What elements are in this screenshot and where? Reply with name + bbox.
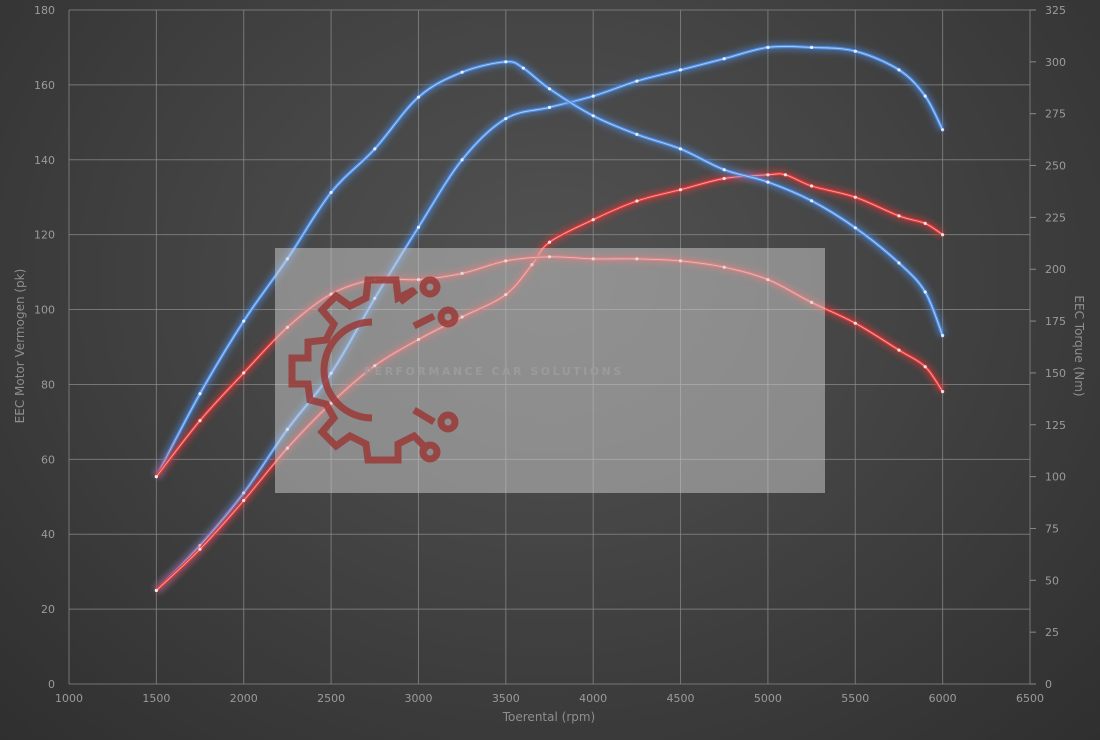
data-point bbox=[198, 547, 202, 551]
y-left-tick-label: 160 bbox=[34, 79, 55, 92]
y-right-tick-label: 175 bbox=[1045, 315, 1066, 328]
data-point bbox=[154, 588, 158, 593]
data-point bbox=[504, 60, 508, 64]
data-point bbox=[923, 221, 927, 225]
x-tick-label: 6500 bbox=[1016, 692, 1044, 705]
y-axis-right-title: EEC Torque (Nm) bbox=[1072, 295, 1086, 396]
data-point bbox=[722, 176, 726, 181]
y-right-tick-label: 225 bbox=[1045, 211, 1066, 224]
data-point bbox=[923, 290, 927, 294]
x-tick-label: 3500 bbox=[492, 692, 520, 705]
data-point bbox=[373, 147, 377, 151]
data-point bbox=[242, 371, 246, 375]
data-point bbox=[591, 114, 595, 118]
data-point bbox=[941, 334, 945, 338]
watermark-text: PERFORMANCE CAR SOLUTIONS bbox=[364, 365, 624, 378]
x-tick-label: 4500 bbox=[667, 692, 695, 705]
data-point bbox=[923, 94, 927, 98]
y-left-tick-label: 20 bbox=[41, 603, 55, 616]
gear-logo-icon bbox=[288, 276, 459, 464]
data-point bbox=[810, 45, 814, 50]
data-point bbox=[547, 105, 552, 109]
data-point bbox=[766, 180, 770, 184]
x-tick-label: 4000 bbox=[579, 692, 607, 705]
y-right-tick-label: 75 bbox=[1045, 522, 1059, 535]
data-point bbox=[897, 348, 901, 352]
x-tick-label: 2500 bbox=[317, 692, 345, 705]
data-point bbox=[853, 226, 857, 230]
x-tick-label: 2000 bbox=[230, 692, 258, 705]
y-right-tick-label: 50 bbox=[1045, 574, 1059, 587]
data-point bbox=[416, 95, 421, 99]
data-point bbox=[783, 173, 788, 177]
y-left-tick-label: 180 bbox=[34, 4, 55, 17]
data-point bbox=[416, 225, 421, 229]
data-point bbox=[547, 240, 552, 244]
data-point bbox=[547, 87, 552, 91]
y-left-tick-label: 100 bbox=[34, 304, 55, 317]
data-point bbox=[722, 57, 726, 61]
data-point bbox=[198, 419, 202, 423]
y-left-tick-label: 40 bbox=[41, 528, 55, 541]
y-right-tick-label: 300 bbox=[1045, 56, 1066, 69]
data-point bbox=[766, 173, 770, 177]
data-point bbox=[810, 199, 814, 203]
y-right-tick-label: 275 bbox=[1045, 108, 1066, 121]
y-right-tick-label: 200 bbox=[1045, 263, 1066, 276]
y-right-tick-label: 125 bbox=[1045, 419, 1066, 432]
data-point bbox=[460, 70, 464, 74]
data-point bbox=[635, 132, 639, 136]
data-point bbox=[460, 158, 464, 162]
data-point bbox=[591, 218, 595, 222]
data-point bbox=[635, 79, 639, 83]
data-point bbox=[853, 49, 857, 53]
y-right-tick-label: 0 bbox=[1045, 678, 1052, 691]
y-left-tick-label: 60 bbox=[41, 453, 55, 466]
data-point bbox=[722, 168, 726, 172]
data-point bbox=[242, 498, 246, 503]
y-right-tick-label: 250 bbox=[1045, 160, 1066, 173]
x-tick-label: 1500 bbox=[142, 692, 170, 705]
y-left-tick-label: 120 bbox=[34, 229, 55, 242]
data-point bbox=[154, 475, 158, 479]
y-axis-left-title: EEC Motor Vermogen (pk) bbox=[13, 269, 27, 424]
x-tick-label: 3000 bbox=[404, 692, 432, 705]
x-tick-label: 5000 bbox=[754, 692, 782, 705]
data-point bbox=[678, 68, 683, 72]
data-point bbox=[897, 261, 901, 265]
data-point bbox=[941, 128, 945, 132]
data-point bbox=[897, 68, 901, 72]
data-point bbox=[329, 190, 333, 195]
data-point bbox=[853, 195, 857, 199]
y-right-tick-label: 325 bbox=[1045, 4, 1066, 17]
y-right-tick-label: 150 bbox=[1045, 367, 1066, 380]
data-point bbox=[678, 188, 683, 192]
y-left-tick-label: 140 bbox=[34, 154, 55, 167]
data-point bbox=[810, 184, 814, 188]
data-point bbox=[678, 147, 683, 151]
data-point bbox=[923, 365, 927, 369]
x-tick-label: 5500 bbox=[841, 692, 869, 705]
data-point bbox=[635, 199, 639, 203]
watermark: PERFORMANCE CAR SOLUTIONS bbox=[275, 248, 825, 493]
x-tick-label: 1000 bbox=[55, 692, 83, 705]
y-right-tick-label: 25 bbox=[1045, 626, 1059, 639]
axis-ticks: 1000 1500 2000 2500 3000 3500 4000 4500 5000 5500… bbox=[34, 4, 1066, 705]
data-point bbox=[853, 321, 857, 325]
y-left-tick-label: 80 bbox=[41, 378, 55, 391]
data-point bbox=[521, 66, 525, 70]
data-point bbox=[766, 45, 770, 50]
y-right-tick-label: 100 bbox=[1045, 471, 1066, 484]
data-point bbox=[242, 319, 246, 323]
data-point bbox=[941, 390, 945, 394]
x-axis-title: Toerental (rpm) bbox=[502, 710, 595, 724]
x-tick-label: 6000 bbox=[929, 692, 957, 705]
data-point bbox=[897, 214, 901, 218]
data-point bbox=[504, 117, 508, 121]
data-point bbox=[198, 392, 202, 396]
data-point bbox=[591, 94, 595, 98]
data-point bbox=[941, 233, 945, 237]
y-left-tick-label: 0 bbox=[48, 678, 55, 691]
